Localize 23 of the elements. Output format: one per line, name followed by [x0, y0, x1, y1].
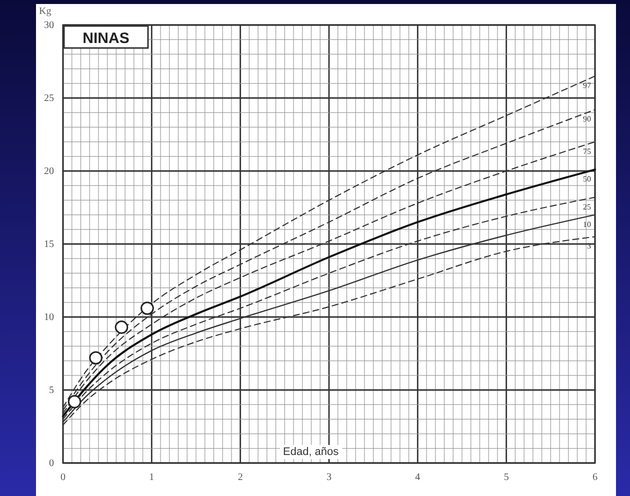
- y-tick-label: 0: [49, 458, 54, 470]
- x-tick-label: 5: [504, 472, 509, 483]
- series-label: 50: [583, 174, 591, 184]
- chart-title: NINAS: [82, 30, 130, 47]
- y-tick-label: 5: [49, 385, 54, 396]
- x-tick-label: 1: [149, 472, 154, 483]
- y-tick-label: 10: [44, 312, 54, 324]
- y-tick-label: 25: [44, 93, 54, 104]
- y-tick-label: 20: [44, 166, 54, 178]
- x-tick-label: 2: [238, 472, 243, 483]
- y-tick-label: 15: [44, 239, 54, 250]
- x-tick-label: 3: [326, 472, 332, 483]
- y-tick-label: 30: [44, 20, 54, 32]
- x-tick-label: 4: [415, 472, 420, 483]
- series-label: 90: [583, 114, 591, 124]
- x-tick-label: 0: [60, 472, 66, 483]
- series-label: 10: [583, 220, 591, 229]
- series-label: 97: [583, 81, 591, 90]
- x-axis-title: Edad, años: [283, 446, 340, 458]
- y-axis-title: Kg: [39, 6, 52, 17]
- series-label: 75: [583, 146, 591, 156]
- x-tick-label: 6: [592, 472, 598, 483]
- series-label: 25: [583, 202, 591, 212]
